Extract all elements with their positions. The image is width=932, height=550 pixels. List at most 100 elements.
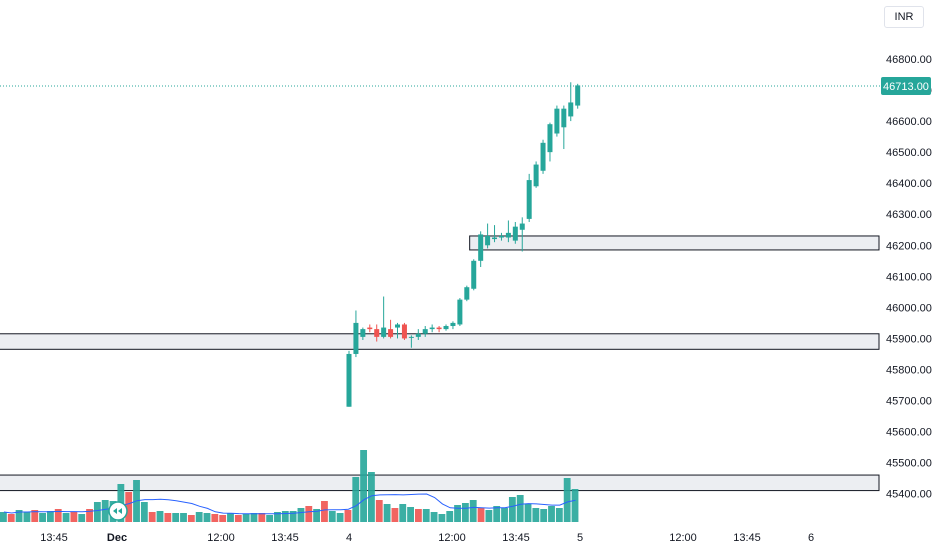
candle	[429, 324, 435, 333]
volume-bar	[532, 508, 540, 522]
volume-bar	[23, 512, 31, 522]
candle-body	[561, 108, 567, 128]
candle	[478, 231, 484, 268]
candle	[360, 327, 366, 340]
time-tick-label: 12:00	[669, 532, 697, 544]
time-tick-label: 13:45	[733, 532, 761, 544]
volume-bar	[368, 472, 375, 522]
volume-bar	[360, 450, 368, 522]
currency-selector[interactable]: INR	[884, 6, 924, 28]
price-tick-label: 46200.00	[886, 240, 932, 252]
price-tick-label: 46300.00	[886, 209, 932, 221]
candle-body	[464, 287, 470, 300]
volume-bar	[469, 500, 477, 522]
candle-body	[367, 327, 373, 330]
candle-body	[498, 235, 504, 238]
volume-bar	[172, 513, 180, 522]
candle	[485, 223, 491, 249]
volume-bar	[305, 506, 313, 522]
price-axis[interactable]: 46800.0046700.0046600.0046500.0046400.00…	[886, 54, 932, 501]
zone-rect	[0, 333, 880, 350]
price-tick-label: 45800.00	[886, 364, 932, 376]
candle-body	[346, 353, 352, 407]
time-axis[interactable]: 13:45 Dec 12:00 13:45 4 12:00 13:45 5 12:00 13:45…	[40, 532, 814, 544]
candle-body	[471, 260, 477, 289]
volume-bar	[78, 514, 86, 522]
replay-icon[interactable]	[108, 501, 128, 521]
candle-body	[540, 142, 546, 171]
volume-bar	[219, 515, 227, 522]
candle	[457, 298, 463, 327]
candle	[408, 335, 414, 348]
candle-body	[443, 326, 449, 330]
candle-body	[512, 226, 518, 241]
volume-bar	[548, 506, 555, 522]
volume-bar	[407, 507, 414, 522]
volume-bar	[375, 500, 383, 522]
volume-bar	[15, 510, 23, 522]
candle-body	[450, 322, 456, 327]
volume-bar	[156, 511, 164, 522]
candle	[381, 296, 387, 339]
support-resistance-zones	[0, 235, 880, 492]
price-tick-label: 46800.00	[886, 54, 932, 66]
candle	[367, 324, 373, 333]
volume-bar	[0, 512, 7, 522]
volume-bar	[422, 509, 430, 522]
candle	[512, 221, 518, 244]
volume-bar	[328, 511, 336, 522]
price-tick-label: 46400.00	[886, 178, 932, 190]
volume-bar	[250, 513, 258, 522]
time-tick-label: Dec	[107, 532, 127, 544]
volume-bar	[344, 510, 352, 522]
volume-bar	[493, 506, 501, 522]
candle	[540, 139, 546, 174]
candle	[471, 259, 477, 291]
volume-bar	[391, 508, 399, 522]
candle-body	[436, 327, 442, 330]
volume-bar	[187, 515, 195, 522]
time-tick-label: 4	[346, 532, 352, 544]
time-tick-label: 13:45	[271, 532, 299, 544]
candle-body	[401, 324, 407, 339]
candle	[519, 217, 525, 252]
volume-bar	[461, 503, 469, 522]
candle-body	[575, 85, 581, 106]
candle-body	[478, 234, 484, 261]
candle-body	[547, 124, 553, 153]
volume-bar	[477, 508, 485, 522]
candle	[464, 285, 470, 302]
candle-body	[374, 329, 380, 337]
candle-body	[422, 329, 428, 334]
volume-bar	[242, 514, 250, 522]
volume-bar	[86, 509, 93, 522]
candle-body	[360, 329, 366, 337]
volume-bar	[399, 504, 407, 522]
candle	[346, 350, 352, 407]
volume-bar	[211, 514, 219, 522]
volume-bar	[39, 513, 46, 522]
time-tick-label: 6	[808, 532, 814, 544]
price-tick-label: 45700.00	[886, 396, 932, 408]
volume-bar	[281, 511, 289, 522]
candle	[450, 321, 456, 330]
volume-bar	[180, 513, 187, 522]
candle	[526, 173, 532, 222]
volume-bar	[336, 513, 344, 522]
candle-body	[457, 299, 463, 325]
candle	[388, 319, 394, 339]
volume-bar	[321, 501, 328, 522]
candle-body	[395, 324, 401, 328]
volume-bar	[7, 514, 15, 522]
volume-bar	[571, 489, 579, 522]
candle-body	[554, 108, 560, 134]
candle-body	[381, 327, 387, 337]
candle	[505, 220, 511, 243]
candle	[498, 232, 504, 241]
candle	[568, 82, 574, 122]
candle	[547, 122, 553, 162]
volume-bar	[31, 510, 39, 522]
candle	[533, 161, 539, 188]
volume-moving-average-line	[3, 493, 576, 515]
